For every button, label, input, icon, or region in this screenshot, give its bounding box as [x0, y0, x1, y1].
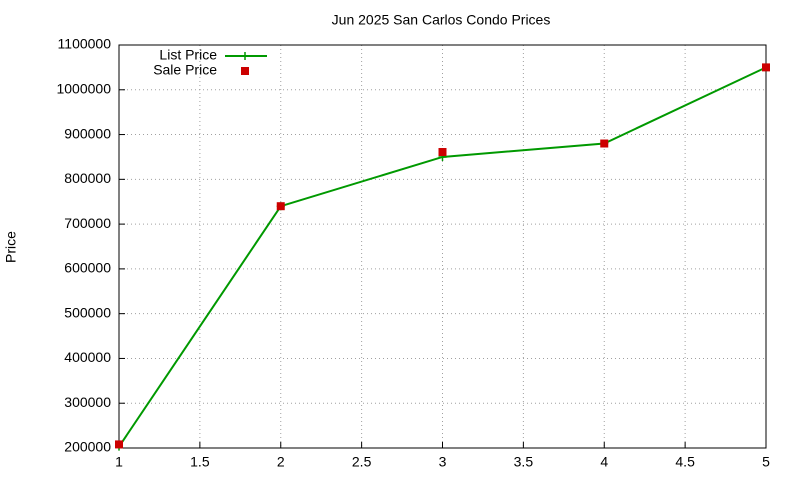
y-tick-label: 400000 — [64, 349, 111, 365]
y-tick-label: 900000 — [64, 125, 111, 141]
y-tick-label: 600000 — [64, 260, 111, 276]
x-tick-label: 2.5 — [352, 454, 372, 470]
x-tick-label: 1 — [115, 454, 123, 470]
y-tick-label: 700000 — [64, 215, 111, 231]
y-tick-label: 500000 — [64, 304, 111, 320]
y-tick-label: 300000 — [64, 394, 111, 410]
point — [438, 148, 447, 157]
x-tick-label: 5 — [762, 454, 770, 470]
legend-label: Sale Price — [153, 62, 217, 78]
x-tick-label: 4.5 — [675, 454, 695, 470]
legend-label: List Price — [159, 47, 217, 63]
y-tick-label: 800000 — [64, 170, 111, 186]
plot-border — [118, 44, 767, 449]
x-tick-label: 3.5 — [514, 454, 534, 470]
y-axis-label: Price — [3, 231, 19, 263]
y-tick-label: 200000 — [64, 439, 111, 455]
x-tick-label: 4 — [600, 454, 608, 470]
legend-marker — [241, 52, 249, 60]
x-tick-label: 2 — [277, 454, 285, 470]
point — [600, 139, 609, 148]
x-tick-label: 3 — [439, 454, 447, 470]
y-tick-label: 1100000 — [58, 36, 112, 52]
legend-marker — [241, 67, 249, 75]
point — [115, 440, 123, 449]
x-tick-label: 1.5 — [190, 454, 210, 470]
y-tick-label: 1000000 — [56, 80, 111, 96]
chart-title: Jun 2025 San Carlos Condo Prices — [332, 12, 551, 28]
point — [276, 202, 285, 211]
point — [762, 63, 770, 72]
